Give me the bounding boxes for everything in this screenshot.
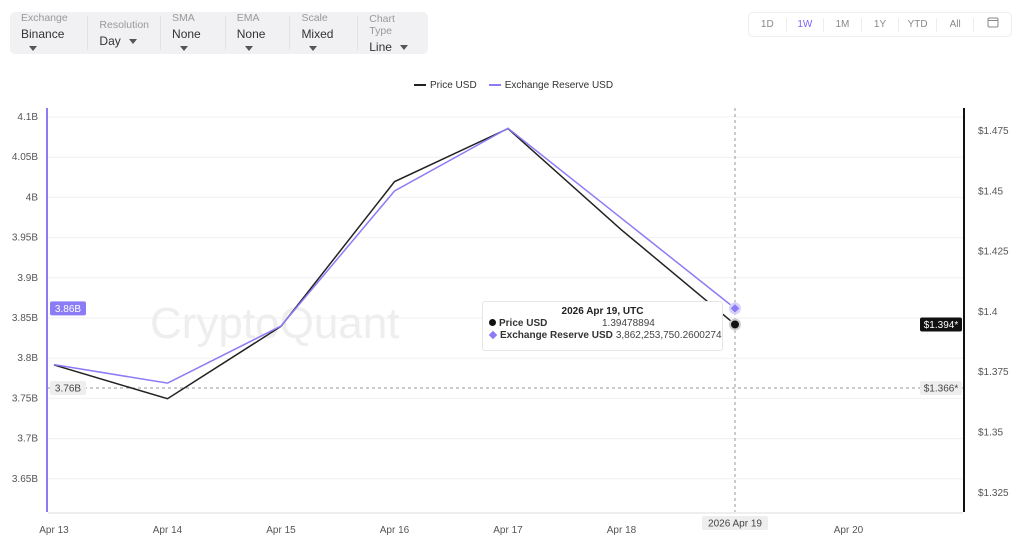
price-current-label: $1.394* [924, 320, 959, 331]
range-1m[interactable]: 1M [824, 17, 862, 32]
watermark: CryptoQuant [150, 299, 399, 348]
range-1y[interactable]: 1Y [862, 17, 900, 32]
dropdown-label: EMA [236, 11, 260, 24]
dropdown-value: None [237, 27, 279, 55]
left-tick-label: 3.75B [12, 393, 38, 404]
left-tick-label: 4B [26, 192, 39, 203]
right-tick-label: $1.325 [978, 488, 1009, 499]
right-tick-label: $1.4 [978, 307, 998, 318]
left-tick-label: 3.9B [17, 273, 38, 284]
dropdown-value: Line [369, 40, 417, 54]
right-tick-label: $1.425 [978, 247, 1009, 258]
legend-reserve-label: Exchange Reserve USD [504, 80, 614, 91]
crosshair-left-label-bg [50, 381, 86, 395]
x-tick-label: Apr 18 [607, 525, 637, 536]
tooltip-title: 2026 Apr 19, UTC [561, 306, 644, 317]
dropdown-label: Resolution [99, 18, 150, 31]
x-tick-label: Apr 16 [380, 525, 410, 536]
x-tick-label: Apr 14 [153, 525, 183, 536]
range-ytd[interactable]: YTD [899, 17, 937, 32]
time-range-selector: 1D 1W 1M 1Y YTD All [748, 12, 1012, 37]
dropdown-value: Day [99, 34, 149, 48]
left-tick-label: 3.85B [12, 313, 38, 324]
left-tick-label: 3.7B [17, 434, 38, 445]
dropdown-exchange[interactable]: Exchange Binance [10, 12, 89, 50]
crosshair-right-label: $1.366* [924, 384, 959, 395]
dropdown-label: Exchange [21, 11, 68, 24]
dropdown-label: Scale [301, 11, 328, 24]
crosshair-left-label: 3.76B [55, 384, 81, 395]
tooltip-reserve-name: Exchange Reserve USD [500, 330, 613, 341]
left-tick-label: 4.05B [12, 152, 38, 163]
tooltip-price-value: 1.39478894 [602, 318, 655, 329]
right-tick-label: $1.45 [978, 186, 1003, 197]
left-tick-label: 3.8B [17, 353, 38, 364]
range-1w[interactable]: 1W [787, 17, 825, 32]
price-current-label-bg [920, 317, 962, 332]
dropdown-ema[interactable]: EMA None [226, 12, 291, 50]
reserve-current-label-bg [50, 301, 86, 316]
dropdown-sma[interactable]: SMA None [161, 12, 226, 50]
dropdown-value: Binance [21, 27, 76, 55]
crosshair-x-label-bg [702, 516, 768, 530]
dropdown-resolution[interactable]: Resolution Day [88, 16, 162, 50]
reserve-diamond-icon [488, 330, 498, 340]
range-1d[interactable]: 1D [749, 17, 787, 32]
tooltip-reserve-value: 3,862,253,750.2600274 [615, 330, 722, 341]
legend: Price USD Exchange Reserve USD [414, 80, 613, 91]
left-tick-label: 4.1B [17, 112, 38, 123]
price-marker [731, 320, 739, 329]
reserve-marker [730, 304, 740, 313]
calendar-icon[interactable] [974, 16, 1011, 33]
left-tick-label: 3.65B [12, 474, 38, 485]
dropdown-chart-type[interactable]: Chart Type Line [358, 12, 428, 54]
tooltip: 2026 Apr 19, UTC Price USD 1.39478894 Exc… [482, 301, 723, 351]
x-tick-label: Apr 15 [266, 525, 296, 536]
legend-price[interactable]: Price USD [414, 80, 477, 91]
dropdown-value: Mixed [301, 27, 346, 55]
x-tick-label: Apr 20 [834, 525, 864, 536]
right-tick-label: $1.375 [978, 367, 1009, 378]
tooltip-price-name: Price USD [499, 318, 548, 329]
right-tick-label: $1.35 [978, 428, 1003, 439]
dropdown-label: SMA [172, 11, 195, 24]
x-tick-label: Apr 17 [493, 525, 523, 536]
right-tick-label: $1.475 [978, 126, 1009, 137]
left-tick-label: 3.95B [12, 233, 38, 244]
reserve-current-label: 3.86B [55, 304, 81, 315]
crosshair-x-label: 2026 Apr 19 [708, 519, 762, 530]
legend-reserve[interactable]: Exchange Reserve USD [488, 80, 614, 91]
dropdown-scale[interactable]: Scale Mixed [290, 12, 359, 50]
dropdown-label: Chart Type [369, 12, 395, 37]
range-all[interactable]: All [937, 17, 975, 32]
crosshair-right-label-bg [920, 381, 962, 395]
chart-controls: Exchange Binance Resolution Day SMA None EMA No… [10, 12, 428, 54]
price-dot-icon [489, 319, 496, 326]
legend-price-label: Price USD [430, 80, 477, 91]
x-tick-label: Apr 13 [39, 525, 69, 536]
dropdown-value: None [172, 27, 214, 55]
